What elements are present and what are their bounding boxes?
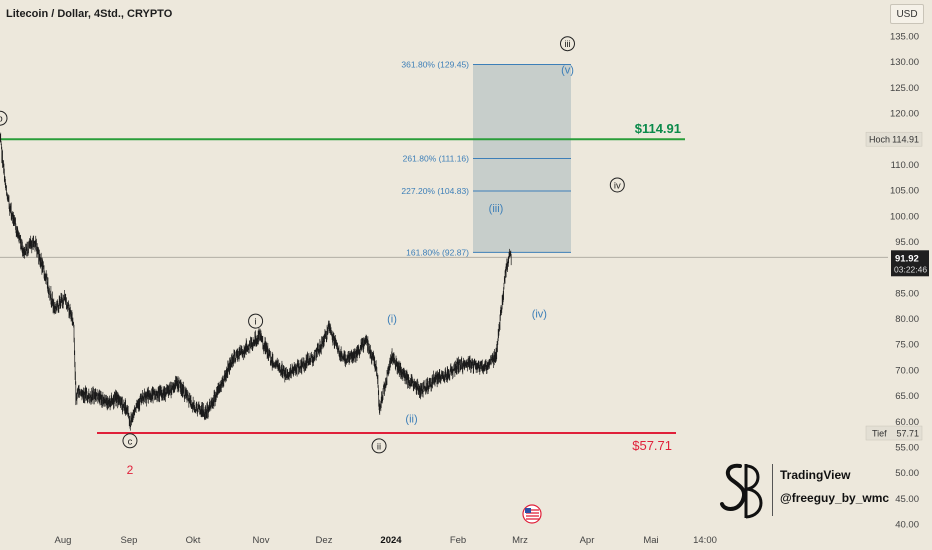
y-tick-label: 50.00 (895, 468, 919, 479)
x-tick-label: Aug (55, 535, 72, 546)
x-tick-label: Okt (186, 535, 201, 546)
wave-label: iv (614, 180, 621, 191)
branding-separator (772, 464, 773, 516)
branding-watermark: TradingView @freeguy_by_wmc (718, 458, 890, 524)
wave-labels: bc2iii(i)(ii)(iii)(iv)iii(v)iv (0, 36, 625, 477)
y-tick-label: 60.00 (895, 417, 919, 428)
wave-label: iii (564, 39, 570, 50)
horizontal-levels[interactable]: $114.91 $57.71 (0, 121, 685, 453)
time-axis[interactable]: Aug Sep Okt Nov Dez 2024 Feb Mrz Apr Mai 14:00 (55, 504, 717, 546)
y-tick-label: 55.00 (895, 442, 919, 453)
wave-label: (ii) (405, 414, 417, 426)
flag-canton (525, 508, 531, 513)
high-marker (865, 131, 923, 147)
current-price-marker (891, 250, 929, 277)
x-tick-label: Mrz (512, 535, 528, 546)
fib-level-label: 161.80% (92.87) (406, 247, 469, 257)
wave-label: c (128, 436, 133, 447)
x-tick-label: Dez (316, 535, 333, 546)
wave-label: (v) (561, 64, 574, 76)
us-flag-icon[interactable] (522, 504, 542, 524)
branding-handle: @freeguy_by_wmc (780, 491, 890, 505)
wave-label: (iii) (489, 203, 504, 215)
wave-label: i (255, 317, 257, 328)
x-tick-label: Sep (121, 535, 138, 546)
wave-label-circle (0, 110, 8, 126)
fib-level-label: 227.20% (104.83) (401, 186, 469, 196)
resistance-label: $114.91 (635, 121, 681, 136)
y-tick-label: 100.00 (890, 211, 919, 222)
x-tick-label: 14:00 (693, 535, 717, 546)
wave-label: (iv) (532, 308, 547, 320)
countdown-label: 03:22:46 (894, 264, 927, 274)
y-tick-label: 110.00 (891, 160, 919, 171)
low-marker-value: 57.71 (896, 429, 919, 439)
wave-label-circle (122, 433, 138, 449)
y-tick-label: 125.00 (890, 83, 919, 94)
current-price-label: 91.92 (895, 253, 919, 264)
sb-logo-icon (720, 463, 763, 519)
y-tick-label: 75.00 (895, 340, 919, 351)
y-tick-label: 130.00 (890, 57, 919, 68)
wave-label-circle (559, 36, 575, 52)
y-tick-label: 45.00 (895, 494, 919, 505)
y-tick-label: 80.00 (895, 314, 919, 325)
y-tick-label: 70.00 (895, 365, 919, 376)
support-label: $57.71 (632, 438, 672, 453)
wave-label: b (0, 114, 3, 125)
y-tick-label: 135.00 (890, 32, 919, 43)
y-tick-label: 120.00 (890, 109, 919, 120)
wave-label-circle (609, 177, 625, 193)
fib-extension-box[interactable]: 161.80% (92.87) 227.20% (104.83) 261.80% (… (401, 60, 571, 258)
x-tick-label: Mai (643, 535, 658, 546)
chart-title: Litecoin / Dollar, 4Std., CRYPTO (6, 8, 173, 20)
currency-button[interactable]: USD (890, 4, 924, 24)
wave-label-circle (248, 313, 264, 329)
wave-label: 2 (127, 463, 134, 477)
wave-label-circle (371, 438, 387, 454)
y-tick-label: 65.00 (895, 391, 919, 402)
x-tick-label: 2024 (380, 535, 402, 546)
x-tick-label: Apr (580, 535, 595, 546)
fib-level-label: 261.80% (111.16) (403, 153, 469, 163)
wave-label: (i) (387, 314, 397, 326)
wave-label: ii (377, 441, 381, 452)
low-marker-label: Tief (872, 429, 887, 439)
y-tick-label: 105.00 (890, 186, 919, 197)
low-marker (865, 425, 923, 441)
y-tick-label: 85.00 (895, 288, 919, 299)
high-marker-value: 114.91 (892, 135, 919, 145)
y-tick-label: 95.00 (895, 237, 919, 248)
x-tick-label: Nov (253, 535, 270, 546)
x-tick-label: Feb (450, 535, 466, 546)
branding-name: TradingView (780, 468, 851, 482)
fib-level-label: 361.80% (129.45) (401, 60, 469, 70)
high-marker-label: Hoch (869, 135, 890, 145)
candle-series (0, 132, 512, 431)
y-tick-label: 40.00 (895, 520, 919, 531)
